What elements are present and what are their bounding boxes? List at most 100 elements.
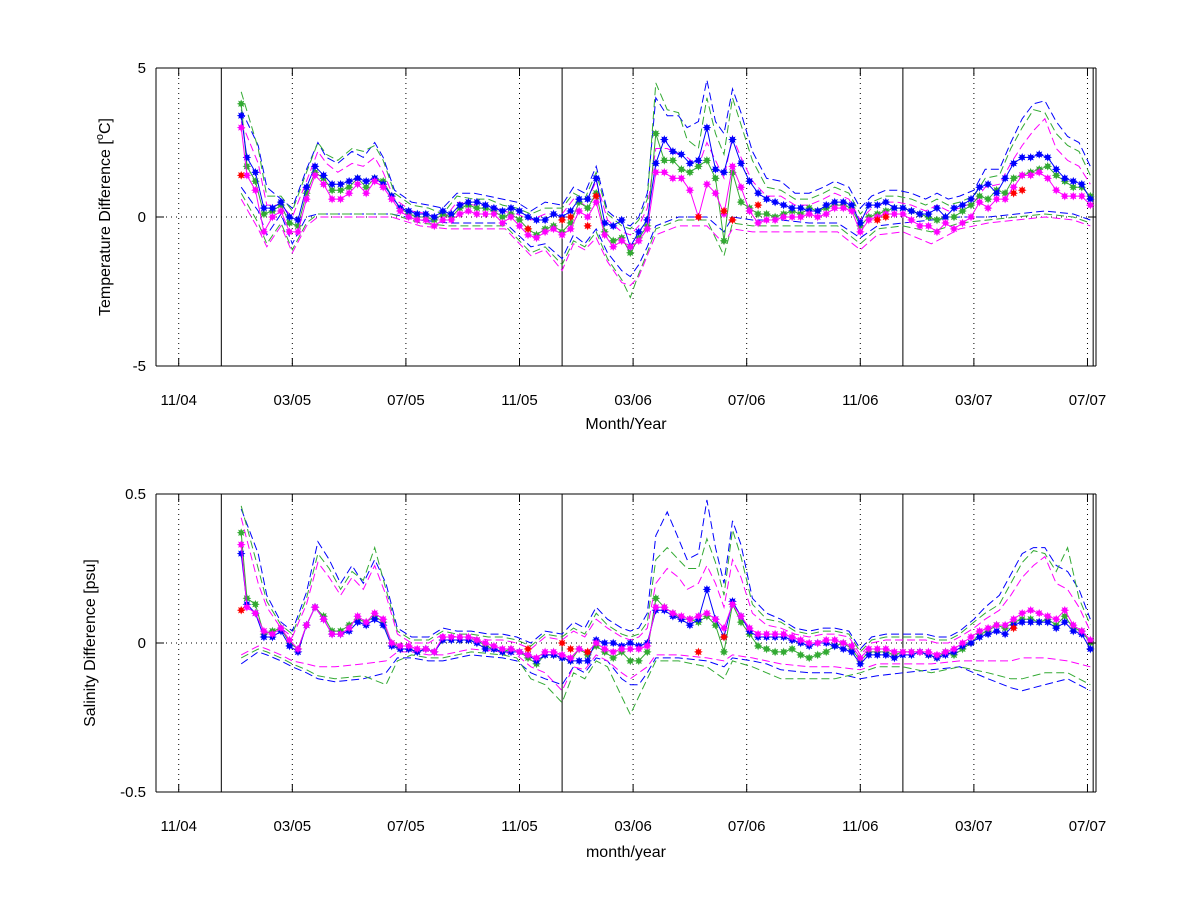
data-point [472, 635, 482, 645]
data-point [745, 206, 754, 216]
data-point [890, 209, 899, 219]
data-point [694, 647, 703, 657]
data-point [608, 221, 618, 231]
data-point [523, 230, 533, 240]
data-point [702, 179, 712, 189]
data-point [702, 123, 712, 132]
series-line [240, 198, 1091, 287]
data-point [549, 224, 558, 234]
x-axis-label: Month/Year [585, 416, 667, 433]
data-point [651, 593, 661, 603]
series-green-dashed [240, 648, 1091, 716]
data-point [455, 200, 465, 210]
x-axis-label: month/year [586, 844, 667, 861]
data-point [540, 647, 550, 657]
data-point [327, 629, 337, 639]
data-point [1034, 608, 1044, 618]
data-point [446, 215, 456, 225]
y-axis-label: Temperature Difference [oC] [94, 118, 114, 316]
data-point [293, 215, 303, 225]
data-point [762, 629, 771, 639]
data-point [251, 167, 260, 177]
data-point [685, 167, 695, 177]
data-point [753, 209, 763, 219]
data-point [753, 188, 763, 198]
data-point [583, 221, 593, 231]
data-point [711, 164, 720, 174]
data-point [1009, 188, 1018, 198]
data-point [498, 644, 507, 654]
series-line [240, 192, 1091, 299]
data-point [728, 599, 737, 609]
data-point [361, 188, 371, 198]
series-green-dashed [240, 82, 1091, 230]
data-point [949, 224, 959, 234]
data-point [924, 647, 933, 657]
data-point [821, 200, 831, 210]
series-magenta-dashed [240, 198, 1091, 287]
data-point [1077, 191, 1087, 201]
data-point [455, 209, 465, 219]
data-point [830, 203, 840, 213]
data-point [421, 215, 431, 225]
data-point [796, 212, 806, 222]
data-point [1060, 173, 1070, 183]
data-point [966, 200, 976, 210]
data-point [949, 203, 959, 213]
data-point [574, 206, 584, 216]
data-point [864, 650, 874, 660]
data-point [677, 164, 686, 174]
data-point [395, 641, 405, 651]
data-point [506, 644, 516, 654]
data-point [1060, 191, 1070, 201]
data-point [583, 212, 593, 222]
data-point [591, 197, 601, 207]
data-point [1000, 188, 1010, 198]
data-point [515, 647, 524, 657]
data-point [1051, 614, 1061, 624]
data-point [804, 209, 814, 219]
data-point [319, 614, 328, 624]
data-point [464, 197, 473, 207]
data-point [591, 638, 601, 648]
data-point [259, 203, 269, 213]
series-line [240, 651, 1091, 692]
data-point [634, 227, 644, 237]
data-point [310, 170, 320, 180]
data-point [847, 641, 857, 651]
data-point [1068, 176, 1078, 186]
data-point [958, 638, 967, 648]
data-point [719, 623, 729, 633]
data-point [523, 644, 533, 654]
data-point [285, 635, 294, 645]
data-point [736, 182, 746, 192]
x-tick-label: 03/07 [955, 392, 993, 409]
data-point [370, 608, 380, 618]
series-line [240, 505, 1091, 653]
data-point [813, 638, 823, 648]
data-point [992, 620, 1001, 630]
data-point [1043, 173, 1053, 183]
data-point [242, 161, 252, 171]
data-point [881, 212, 891, 222]
data-point [821, 209, 831, 219]
data-point [293, 227, 303, 237]
x-tick-label: 03/07 [955, 818, 993, 835]
data-point [872, 644, 882, 654]
data-point [651, 159, 661, 168]
data-point [677, 150, 686, 159]
data-point [1085, 200, 1095, 210]
data-point [429, 221, 439, 231]
data-point [975, 191, 984, 201]
data-point [872, 650, 882, 660]
data-point [932, 215, 942, 225]
data-point [677, 611, 686, 621]
data-point [236, 99, 246, 109]
data-point [319, 170, 328, 180]
data-point [838, 644, 848, 654]
data-point [745, 176, 754, 186]
data-point [966, 212, 976, 222]
data-point [966, 638, 976, 648]
data-point [719, 167, 729, 177]
data-point [583, 203, 593, 213]
